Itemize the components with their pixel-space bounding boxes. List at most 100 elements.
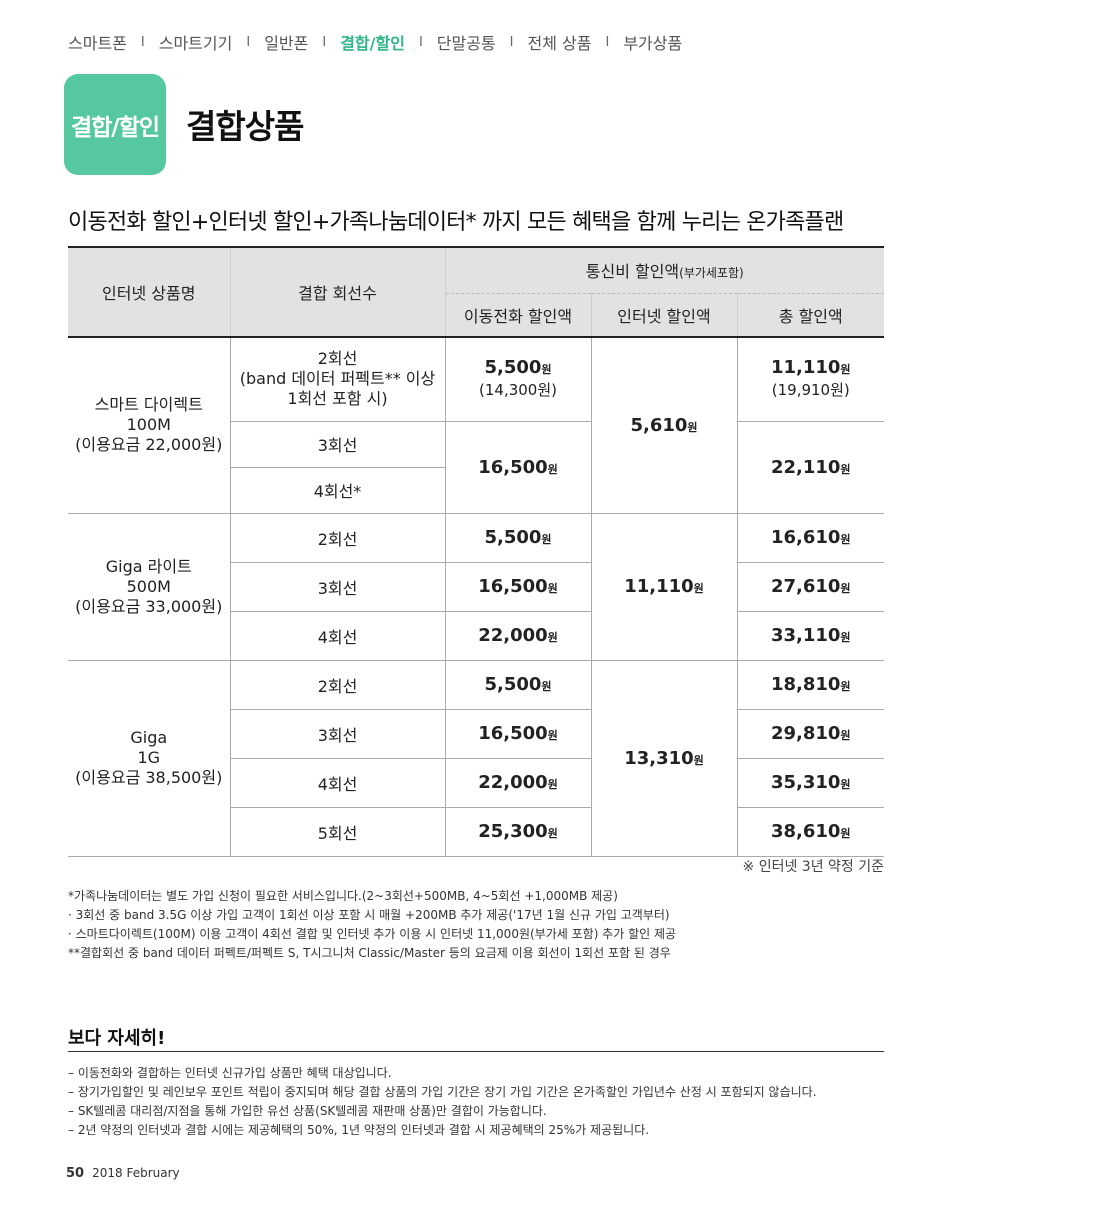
line-count: 5회선 bbox=[317, 823, 358, 843]
line-count: 3회선 bbox=[317, 725, 358, 745]
page-subtitle: 이동전화 할인+인터넷 할인+가족나눔데이터* 까지 모든 혜택을 함께 누리는… bbox=[68, 210, 844, 235]
line-count-cell: 3회선 bbox=[229, 421, 445, 468]
header-vat-note: (부가세포함) bbox=[679, 266, 744, 281]
currency-unit: 원 bbox=[840, 729, 851, 742]
page-number: 50 bbox=[66, 1166, 85, 1181]
total-discount-value: 33,110 bbox=[770, 625, 841, 646]
internet-discount-cell: 5,610원 bbox=[590, 337, 737, 514]
nav-separator: I bbox=[605, 34, 610, 50]
total-discount-cell: 22,110원 bbox=[736, 421, 884, 514]
total-discount-cell: 35,310원 bbox=[736, 758, 884, 808]
internet-discount-value: 13,310 bbox=[624, 747, 694, 769]
details-list: – 이동전화와 결합하는 인터넷 신규가입 상품만 혜택 대상입니다. – 장기… bbox=[68, 1064, 817, 1140]
page-footer: 50 2018 February bbox=[66, 1166, 180, 1181]
currency-unit: 원 bbox=[547, 462, 558, 476]
product-fee: (이용요금 33,000원) bbox=[75, 596, 223, 616]
footnote: *가족나눔데이터는 별도 가입 신청이 필요한 서비스입니다.(2~3회선+50… bbox=[68, 889, 618, 903]
line-count-note: (band 데이터 퍼펙트** 이상 bbox=[239, 369, 436, 389]
line-count-cell: 5회선 bbox=[229, 807, 445, 857]
currency-unit: 원 bbox=[840, 462, 851, 476]
total-discount-value: 22,110 bbox=[770, 456, 841, 478]
line-count: 4회선 bbox=[317, 627, 358, 647]
product-speed: 1G bbox=[137, 748, 161, 767]
currency-unit: 원 bbox=[547, 729, 558, 742]
mobile-discount-cell: 5,500원 bbox=[444, 660, 591, 710]
line-count-note: 1회선 포함 시) bbox=[287, 389, 388, 409]
currency-unit: 원 bbox=[840, 363, 851, 377]
line-count: 4회선 bbox=[317, 774, 358, 794]
mobile-discount-value: 22,000 bbox=[478, 625, 548, 646]
mobile-discount-cell: 16,500원 bbox=[444, 562, 591, 612]
nav-item-addons[interactable]: 부가상품 bbox=[623, 34, 683, 53]
mobile-discount-cell: 5,500원 (14,300원) bbox=[444, 337, 591, 422]
header-total-discount: 총 할인액 bbox=[736, 292, 884, 338]
product-name: Giga 라이트 bbox=[105, 556, 192, 576]
total-discount-value: 29,810 bbox=[770, 723, 841, 744]
line-count-cell: 3회선 bbox=[229, 709, 445, 759]
currency-unit: 원 bbox=[541, 680, 552, 693]
currency-unit: 원 bbox=[840, 533, 851, 546]
currency-unit: 원 bbox=[541, 533, 552, 546]
details-title: 보다 자세히! bbox=[68, 1028, 166, 1049]
nav-item-smartphone[interactable]: 스마트폰 bbox=[68, 34, 127, 53]
currency-unit: 원 bbox=[840, 631, 851, 644]
mobile-discount-cell: 25,300원 bbox=[444, 807, 591, 857]
details-item: – 2년 약정의 인터넷과 결합 시에는 제공혜택의 50%, 1년 약정의 인… bbox=[68, 1123, 650, 1137]
line-count: 4회선* bbox=[313, 482, 362, 501]
internet-discount-cell: 13,310원 bbox=[590, 660, 737, 857]
details-item: – 장기가입할인 및 레인보우 포인트 적립이 중지되며 해당 결합 상품의 가… bbox=[68, 1085, 817, 1099]
table-note: ※ 인터넷 3년 약정 기준 bbox=[742, 859, 884, 875]
nav-item-bundle-discount[interactable]: 결합/할인 bbox=[340, 34, 405, 53]
currency-unit: 원 bbox=[840, 582, 851, 595]
nav-separator: I bbox=[246, 34, 251, 50]
mobile-discount-value: 5,500 bbox=[484, 357, 542, 379]
nav-separator: I bbox=[322, 34, 327, 50]
nav-item-smart-device[interactable]: 스마트기기 bbox=[158, 34, 233, 53]
footnote: **결합회선 중 band 데이터 퍼펙트/퍼펙트 S, T시그니처 Class… bbox=[68, 946, 671, 960]
mobile-discount-value: 16,500 bbox=[478, 576, 548, 597]
category-nav: 스마트폰 I 스마트기기 I 일반폰 I 결합/할인 I 단말공통 I 전체 상… bbox=[68, 28, 682, 56]
line-count-cell: 4회선 bbox=[229, 611, 445, 661]
line-count: 2회선 bbox=[317, 529, 358, 549]
footnotes: *가족나눔데이터는 별도 가입 신청이 필요한 서비스입니다.(2~3회선+50… bbox=[68, 887, 676, 963]
currency-unit: 원 bbox=[547, 778, 558, 791]
currency-unit: 원 bbox=[840, 680, 851, 693]
page-title: 결합상품 bbox=[186, 107, 304, 146]
total-discount-value: 11,110 bbox=[770, 357, 841, 379]
nav-item-all-products[interactable]: 전체 상품 bbox=[527, 34, 592, 53]
nav-item-common[interactable]: 단말공통 bbox=[436, 34, 496, 53]
line-count-cell: 3회선 bbox=[229, 562, 445, 612]
section-badge: 결합/할인 bbox=[64, 74, 166, 175]
currency-unit: 원 bbox=[693, 753, 704, 767]
mobile-discount-cell: 22,000원 bbox=[444, 611, 591, 661]
product-fee: (이용요금 22,000원) bbox=[75, 435, 223, 455]
internet-discount-cell: 11,110원 bbox=[590, 513, 737, 661]
mobile-discount-value: 16,500 bbox=[478, 723, 548, 744]
line-count: 2회선 bbox=[317, 676, 358, 696]
currency-unit: 원 bbox=[840, 827, 851, 840]
total-discount-value: 18,810 bbox=[770, 674, 841, 695]
mobile-discount-cell: 5,500원 bbox=[444, 513, 591, 563]
product-speed: 100M bbox=[126, 415, 171, 435]
line-count-cell: 4회선 bbox=[229, 758, 445, 808]
internet-discount-value: 5,610 bbox=[630, 414, 688, 436]
mobile-discount-value: 25,300 bbox=[478, 821, 548, 842]
details-divider bbox=[68, 1051, 884, 1052]
mobile-discount-alt: (14,300원) bbox=[479, 381, 557, 400]
product-fee: (이용요금 38,500원) bbox=[75, 768, 223, 787]
header-discount-group: 통신비 할인액(부가세포함) bbox=[444, 246, 884, 293]
total-discount-alt: (19,910원) bbox=[771, 381, 850, 400]
total-discount-cell: 16,610원 bbox=[736, 513, 884, 563]
product-name-cell: Giga 라이트 500M (이용요금 33,000원) bbox=[68, 513, 230, 661]
line-count-cell: 2회선 bbox=[229, 660, 445, 710]
header-internet-discount: 인터넷 할인액 bbox=[590, 292, 737, 338]
line-count-cell: 4회선* bbox=[229, 467, 445, 514]
line-count: 2회선 bbox=[317, 349, 358, 369]
currency-unit: 원 bbox=[547, 631, 558, 644]
nav-item-feature-phone[interactable]: 일반폰 bbox=[264, 34, 309, 53]
line-count-cell: 2회선 bbox=[229, 513, 445, 563]
total-discount-value: 35,310 bbox=[770, 772, 841, 793]
total-discount-value: 16,610 bbox=[770, 527, 841, 548]
currency-unit: 원 bbox=[687, 420, 698, 434]
internet-discount-value: 11,110 bbox=[624, 576, 694, 597]
